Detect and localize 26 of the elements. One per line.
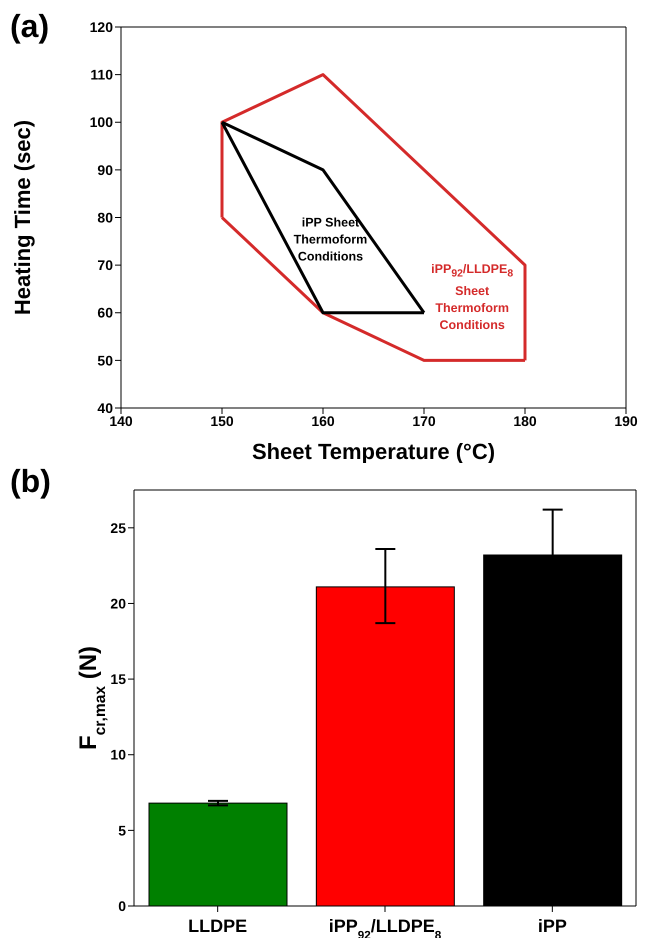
y-tick-label: 70 xyxy=(97,257,114,274)
y-tick-label: 60 xyxy=(97,304,114,321)
y-tick-label: 10 xyxy=(110,746,126,763)
x-tick-label: iPP xyxy=(538,916,567,936)
y-tick-label: 120 xyxy=(90,18,114,35)
x-tick-label: 160 xyxy=(311,412,335,429)
x-tick-label: 170 xyxy=(412,412,436,429)
y-tick-label: 80 xyxy=(97,209,114,226)
x-tick-label: 190 xyxy=(614,412,638,429)
y-tick-label: 25 xyxy=(110,520,126,536)
series-label: iPP Sheet Thermoform Conditions xyxy=(292,214,368,266)
y-tick-label: 50 xyxy=(97,352,114,368)
chart-title: (b) xyxy=(10,463,51,500)
x-tick-label: 180 xyxy=(513,412,537,429)
y-tick-label: 20 xyxy=(110,595,126,612)
y-axis-title: Heating Time (sec) xyxy=(10,120,35,316)
y-tick-label: 90 xyxy=(97,162,114,178)
x-tick-label: LLDPE xyxy=(188,916,248,936)
y-tick-label: 0 xyxy=(118,898,126,914)
y-tick-label: 110 xyxy=(90,66,114,83)
chart-title: (a) xyxy=(10,8,50,45)
text: iPP$_{92}$/LLDPE$_{8}$ Sheet Thermoform Conditions xyxy=(431,262,514,332)
x-tick-label: 150 xyxy=(210,412,234,429)
y-tick-label: 5 xyxy=(118,822,126,838)
y-tick-label: 100 xyxy=(90,114,114,130)
y-tick-label: 15 xyxy=(110,671,126,688)
